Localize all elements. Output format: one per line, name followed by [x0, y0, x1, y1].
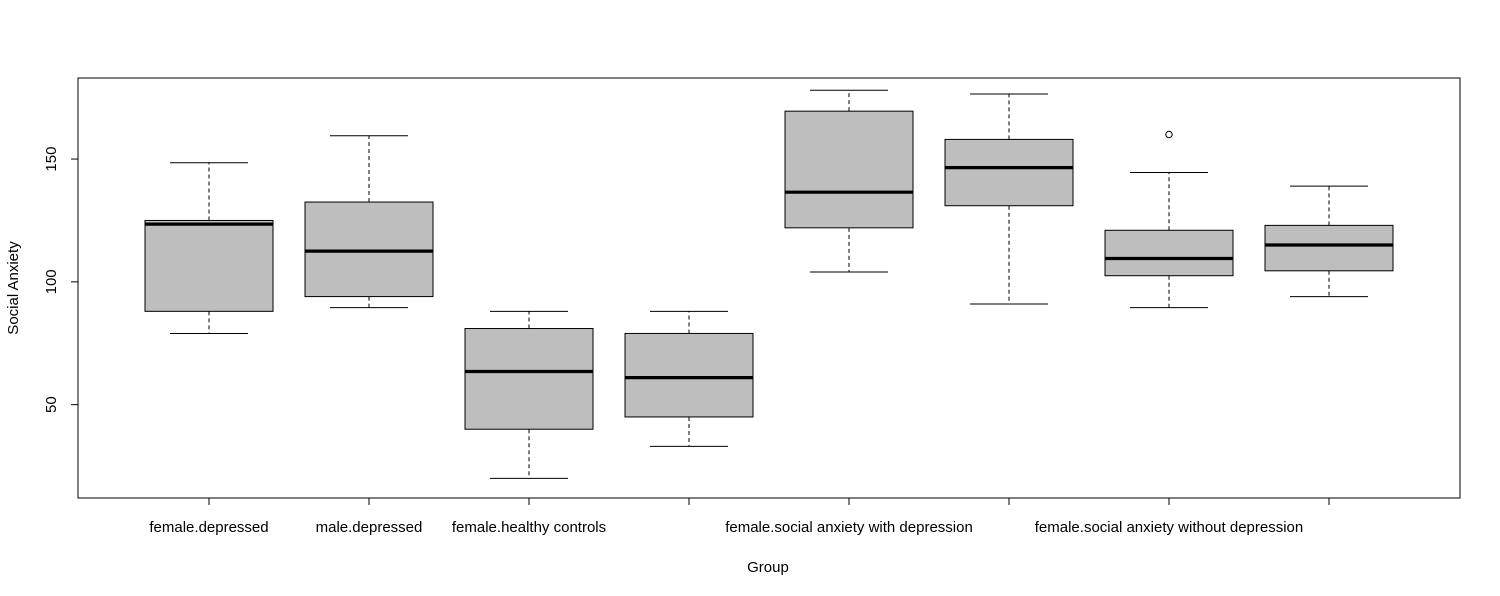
box-iqr [784, 110, 914, 229]
box-group [944, 93, 1074, 305]
box-iqr [624, 332, 754, 418]
box-iqr [144, 219, 274, 312]
y-axis-title: Social Anxiety [5, 241, 22, 335]
box-group [1264, 185, 1394, 298]
box-group [144, 162, 274, 334]
y-tick-label: 150 [43, 147, 60, 172]
axes: 50 100 150 female.depressed male.depressed fe… [43, 77, 1461, 536]
box-iqr [944, 138, 1074, 207]
box-group [624, 310, 754, 447]
box-group [464, 310, 594, 479]
box-group [1104, 130, 1234, 309]
x-tick-label: female.depressed [149, 519, 268, 536]
plot-area [144, 89, 1394, 479]
box-iqr [304, 201, 434, 298]
box-group [784, 89, 914, 273]
box-iqr [464, 328, 594, 430]
y-tick-label: 100 [43, 269, 60, 294]
x-tick-label: male.depressed [316, 519, 423, 536]
x-tick-label: female.social anxiety with depression [725, 519, 973, 536]
plot-frame [77, 77, 1461, 499]
x-axis-title: Group [747, 559, 789, 576]
y-tick-label: 50 [43, 396, 60, 413]
outlier-point [1165, 130, 1173, 139]
x-tick-label: female.social anxiety without depression [1035, 519, 1303, 536]
box-group [304, 135, 434, 309]
box-iqr [1264, 224, 1394, 272]
x-tick-label: female.healthy controls [452, 519, 606, 536]
box-iqr [1104, 229, 1234, 277]
